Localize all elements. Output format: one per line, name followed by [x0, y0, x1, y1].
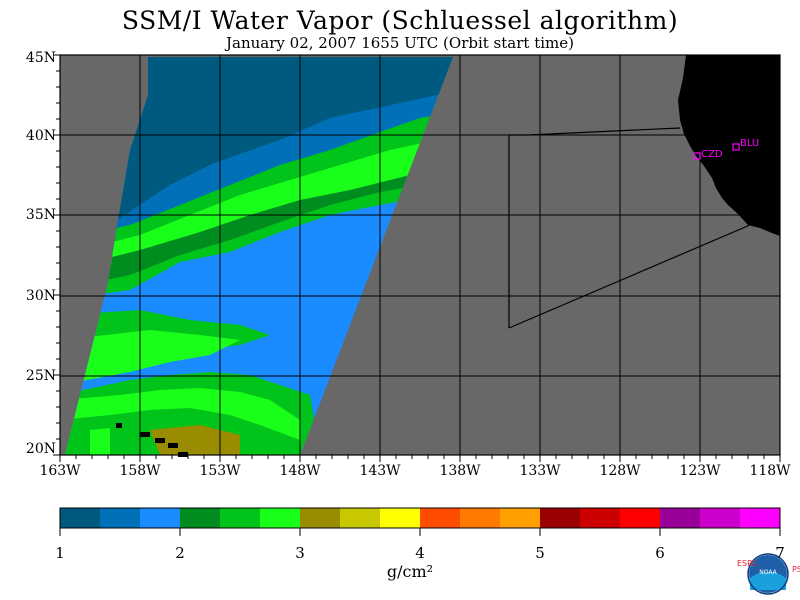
logo-psd-text: PSD — [792, 565, 800, 574]
lon-label-153w: 153W — [199, 463, 241, 479]
lat-label-20n: 20N — [25, 441, 56, 457]
noaa-logo: NOAA — [747, 553, 789, 595]
vapor-band-bright-south — [90, 428, 110, 455]
colorbar-unit: g/cm² — [386, 562, 434, 581]
vapor-band-dry-north — [65, 57, 453, 230]
land-california — [678, 55, 780, 236]
map-title: SSM/I Water Vapor (Schluessel algorithm) — [121, 6, 679, 35]
lon-label-123w: 123W — [679, 463, 721, 479]
lat-label-35n: 35N — [25, 207, 56, 223]
colorbar-swatch — [340, 508, 381, 528]
station-blu-label: BLU — [740, 138, 759, 149]
colorbar-swatch — [660, 508, 701, 528]
colorbar-swatch — [700, 508, 741, 528]
lon-label-133w: 133W — [519, 463, 561, 479]
colorbar-tick-7: 7 — [775, 544, 785, 562]
colorbar-swatch — [380, 508, 421, 528]
colorbar-swatch — [620, 508, 661, 528]
logo-esrl-text: ESRL — [737, 559, 758, 568]
colorbar-swatch — [580, 508, 621, 528]
vapor-band-bright-1 — [65, 135, 453, 280]
colorbar-tick-6: 6 — [655, 544, 665, 562]
colorbar-swatch — [260, 508, 301, 528]
lon-label-143w: 143W — [359, 463, 401, 479]
colorbar-tick-5: 5 — [535, 544, 545, 562]
colorbar-tick-4: 4 — [415, 544, 425, 562]
lon-label-163w: 163W — [39, 463, 81, 479]
region-outline — [508, 127, 681, 328]
colorbar-swatch — [540, 508, 581, 528]
svg-text:NOAA: NOAA — [759, 569, 777, 576]
vapor-band-dark-1 — [65, 168, 453, 290]
station-czd-marker — [693, 152, 701, 160]
graticule — [60, 55, 780, 455]
satellite-swath — [65, 57, 453, 457]
lon-label-148w: 148W — [279, 463, 321, 479]
colorbar-tick-1: 1 — [55, 544, 65, 562]
lon-label-118w: 118W — [749, 463, 791, 479]
lon-label-138w: 138W — [439, 463, 481, 479]
colorbar-swatch — [60, 508, 101, 528]
colorbar — [59, 508, 781, 536]
lat-label-40n: 40N — [25, 128, 56, 144]
colorbar-tick-2: 2 — [175, 544, 185, 562]
island-hawaii — [116, 423, 122, 428]
colorbar-swatch — [420, 508, 461, 528]
colorbar-swatch — [180, 508, 221, 528]
lat-label-45n: 45N — [25, 50, 56, 66]
colorbar-tick-3: 3 — [295, 544, 305, 562]
vapor-band-bright-2 — [65, 330, 240, 385]
island-hawaii — [155, 438, 165, 443]
island-hawaii — [168, 443, 178, 448]
lat-label-30n: 30N — [25, 288, 56, 304]
colorbar-swatch — [460, 508, 501, 528]
lon-label-128w: 128W — [599, 463, 641, 479]
map-subtitle: January 02, 2007 1655 UTC (Orbit start t… — [226, 34, 574, 52]
map-frame — [59, 54, 781, 456]
colorbar-swatch — [220, 508, 261, 528]
station-blu-marker — [732, 143, 740, 151]
region-outline-lower — [508, 224, 751, 329]
island-hawaii — [140, 432, 150, 437]
colorbar-swatch — [140, 508, 181, 528]
lon-label-158w: 158W — [119, 463, 161, 479]
colorbar-swatch — [300, 508, 341, 528]
colorbar-swatch — [740, 508, 781, 528]
colorbar-swatch — [100, 508, 141, 528]
colorbar-swatch — [500, 508, 541, 528]
colorbar-frame — [59, 507, 781, 529]
station-czd-label: CZD — [701, 149, 723, 160]
lat-label-25n: 25N — [25, 368, 56, 384]
